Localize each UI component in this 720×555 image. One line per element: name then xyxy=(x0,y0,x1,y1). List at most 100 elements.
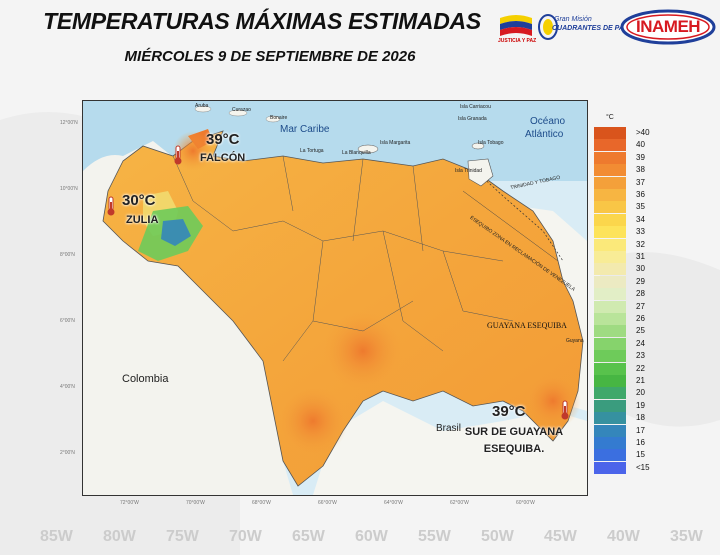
lat-label: 2°00'N xyxy=(60,450,75,456)
legend-label: 38 xyxy=(636,165,645,175)
legend-label: 15 xyxy=(636,450,645,460)
legend-swatch xyxy=(594,238,626,251)
lon-label: 64°00'W xyxy=(384,500,403,506)
inameh-logo xyxy=(620,9,716,45)
legend-swatch xyxy=(594,362,626,375)
region-label-guayana: GUAYANA ESEQUIBA xyxy=(487,321,567,330)
legend-swatch xyxy=(594,226,626,239)
legend-swatch xyxy=(594,139,626,152)
legend-label: 36 xyxy=(636,190,645,199)
venezuela-flag-logo xyxy=(500,15,532,36)
bottom-axis-label: 70W xyxy=(229,528,262,545)
temp-value-zulia: 30°C xyxy=(122,192,156,209)
bottom-axis-label: 45W xyxy=(544,528,577,545)
island-label: Bonaire xyxy=(270,115,288,121)
bottom-axis-label: 35W xyxy=(670,528,703,545)
bottom-axis-label: 65W xyxy=(292,528,325,545)
legend-label: 27 xyxy=(636,301,645,311)
lat-label: 4°00'N xyxy=(60,384,75,390)
legend-label: >40 xyxy=(636,128,650,137)
lon-label: 70°00'W xyxy=(186,500,205,506)
island-label: La Tortuga xyxy=(300,148,324,154)
legend-swatch xyxy=(594,412,626,425)
bottom-axis-label: 85W xyxy=(40,528,73,545)
legend-swatch xyxy=(594,449,626,462)
lat-label: 12°00'N xyxy=(60,120,78,126)
lon-label: 60°00'W xyxy=(516,500,535,506)
island-label: Isla Margarita xyxy=(380,140,411,146)
legend-label: 39 xyxy=(636,152,645,162)
logo-bar: JUSTICIA Y PAZ Gran Misión CUADRANTES DE… xyxy=(498,4,718,48)
thermometer-icon xyxy=(107,196,115,216)
legend-swatch xyxy=(594,337,626,350)
legend-label: 23 xyxy=(636,351,645,361)
legend-swatch xyxy=(594,127,626,139)
legend-label: 16 xyxy=(636,438,645,447)
legend-swatch xyxy=(594,176,626,189)
legend-unit: °C xyxy=(606,114,614,121)
mision-logo-line1: Gran Misión xyxy=(554,16,592,23)
legend-swatch xyxy=(594,288,626,301)
legend-swatch xyxy=(594,213,626,226)
legend-swatch xyxy=(594,375,626,387)
lon-label: 68°00'W xyxy=(252,500,271,506)
lon-label: 72°00'W xyxy=(120,500,139,506)
lat-label: 6°00'N xyxy=(60,318,75,324)
legend-swatch xyxy=(594,263,626,276)
sea-label-atlantico-2: Atlántico xyxy=(525,129,564,140)
legend-label: 30 xyxy=(636,264,645,274)
lon-label: 62°00'W xyxy=(450,500,469,506)
island-label: Isla Tobago xyxy=(478,140,504,146)
legend-label: 35 xyxy=(636,202,645,212)
legend-swatch xyxy=(594,437,626,449)
legend-label: 18 xyxy=(636,413,645,423)
legend-swatch xyxy=(594,461,626,474)
island-label: Isla Carriacou xyxy=(460,104,491,110)
bottom-axis-label: 60W xyxy=(355,528,388,545)
bottom-axis-label: 80W xyxy=(103,528,136,545)
thermometer-icon xyxy=(174,145,182,165)
sea-label-atlantico-1: Océano xyxy=(530,116,566,127)
legend-label: 19 xyxy=(636,400,645,410)
country-label-colombia: Colombia xyxy=(122,373,169,385)
lat-label: 8°00'N xyxy=(60,252,75,258)
island-label: La Blanquilla xyxy=(342,150,371,156)
temp-name-zulia: ZULIA xyxy=(126,214,159,226)
legend-swatch xyxy=(594,350,626,363)
legend-label: 20 xyxy=(636,388,645,398)
lon-label: 66°00'W xyxy=(318,500,337,506)
legend-label: 24 xyxy=(636,338,645,348)
legend-label: 29 xyxy=(636,276,645,286)
legend-swatch xyxy=(594,300,626,313)
venezuela-map xyxy=(83,101,587,495)
island-label: Isla Trinidad xyxy=(455,168,482,174)
legend-label: 21 xyxy=(636,376,645,385)
legend-label: 25 xyxy=(636,326,645,336)
island-label: Isla Granada xyxy=(458,116,487,122)
legend-swatch xyxy=(594,424,626,437)
temp-value-guayana: 39°C xyxy=(492,403,526,420)
temp-name-guayana: SUR DE GUAYANA ESEQUIBA. xyxy=(464,426,564,455)
map-title: TEMPERATURAS MÁXIMAS ESTIMADAS xyxy=(43,8,481,34)
forecast-date: MIÉRCOLES 9 DE SEPTIEMBRE DE 2026 xyxy=(124,48,416,65)
legend-swatch xyxy=(594,313,626,325)
legend-label: 31 xyxy=(636,252,645,261)
legend-swatch xyxy=(594,251,626,263)
bottom-axis-label: 40W xyxy=(607,528,640,545)
legend-swatch xyxy=(594,399,626,412)
temp-value-falcon: 39°C xyxy=(206,131,240,148)
justicia-logo-text: JUSTICIA Y PAZ xyxy=(498,38,537,44)
island-label: Curazao xyxy=(232,107,251,113)
legend-label: 34 xyxy=(636,214,645,224)
country-label-brasil: Brasil xyxy=(436,423,462,434)
legend-label: 26 xyxy=(636,314,645,323)
legend-label: 22 xyxy=(636,363,645,373)
legend-label: 40 xyxy=(636,140,645,150)
sea-label-caribe: Mar Caribe xyxy=(280,124,330,135)
bottom-axis-label: 75W xyxy=(166,528,199,545)
legend-swatch xyxy=(594,151,626,164)
legend-swatch xyxy=(594,387,626,400)
legend-label: 28 xyxy=(636,289,645,299)
legend-swatch xyxy=(594,189,626,201)
legend-swatch xyxy=(594,325,626,338)
